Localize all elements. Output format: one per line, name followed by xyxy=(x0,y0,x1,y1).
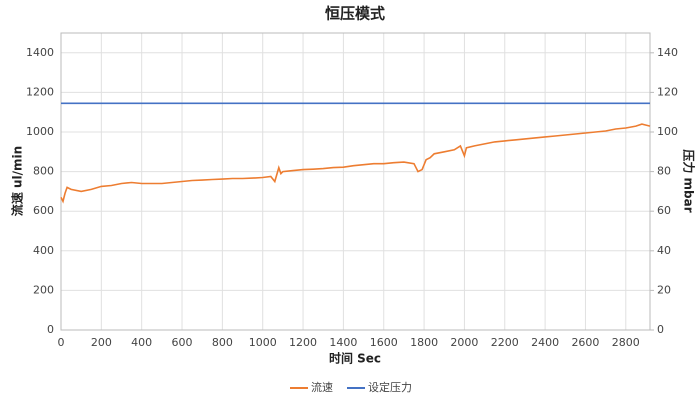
legend-label: 流速 xyxy=(311,380,333,394)
y2-tick-label: 100 xyxy=(657,125,678,138)
x-tick-label: 800 xyxy=(212,336,233,349)
x-tick-label: 1400 xyxy=(329,336,357,349)
y2-tick-label: 60 xyxy=(657,204,671,217)
y2-tick-label: 140 xyxy=(657,46,678,59)
y-tick-label: 0 xyxy=(47,323,54,336)
y2-tick-label: 0 xyxy=(657,323,664,336)
x-tick-label: 1800 xyxy=(410,336,438,349)
x-tick-label: 200 xyxy=(91,336,112,349)
y-tick-label: 800 xyxy=(33,165,54,178)
plot-frame xyxy=(60,32,651,331)
y-axis-title: 流速 ul/min xyxy=(10,146,25,216)
x-axis-title: 时间 Sec xyxy=(329,351,381,366)
y-tick-label: 200 xyxy=(33,283,54,296)
y2-tick-label: 80 xyxy=(657,165,671,178)
legend-label: 设定压力 xyxy=(368,380,412,394)
y-tick-label: 400 xyxy=(33,244,54,257)
x-tick-label: 2000 xyxy=(450,336,478,349)
y2-tick-label: 40 xyxy=(657,244,671,257)
y-tick-label: 600 xyxy=(33,204,54,217)
y2-axis-title: 压力 mbar xyxy=(682,149,697,212)
y-tick-label: 1000 xyxy=(26,125,54,138)
data-line xyxy=(60,123,651,204)
x-tick-label: 1600 xyxy=(370,336,398,349)
y-tick-label: 1200 xyxy=(26,85,54,98)
y-tick-label: 1400 xyxy=(26,46,54,59)
x-tick-label: 1200 xyxy=(289,336,317,349)
x-tick-label: 2400 xyxy=(531,336,559,349)
y2-tick-label: 120 xyxy=(657,85,678,98)
x-tick-label: 2800 xyxy=(612,336,640,349)
x-tick-label: 1000 xyxy=(249,336,277,349)
x-tick-label: 400 xyxy=(131,336,152,349)
chart-title: 恒压模式 xyxy=(325,5,385,23)
x-tick-label: 600 xyxy=(172,336,193,349)
x-tick-label: 2600 xyxy=(571,336,599,349)
y2-tick-label: 20 xyxy=(657,283,671,296)
x-tick-label: 2200 xyxy=(491,336,519,349)
x-tick-label: 0 xyxy=(58,336,65,349)
